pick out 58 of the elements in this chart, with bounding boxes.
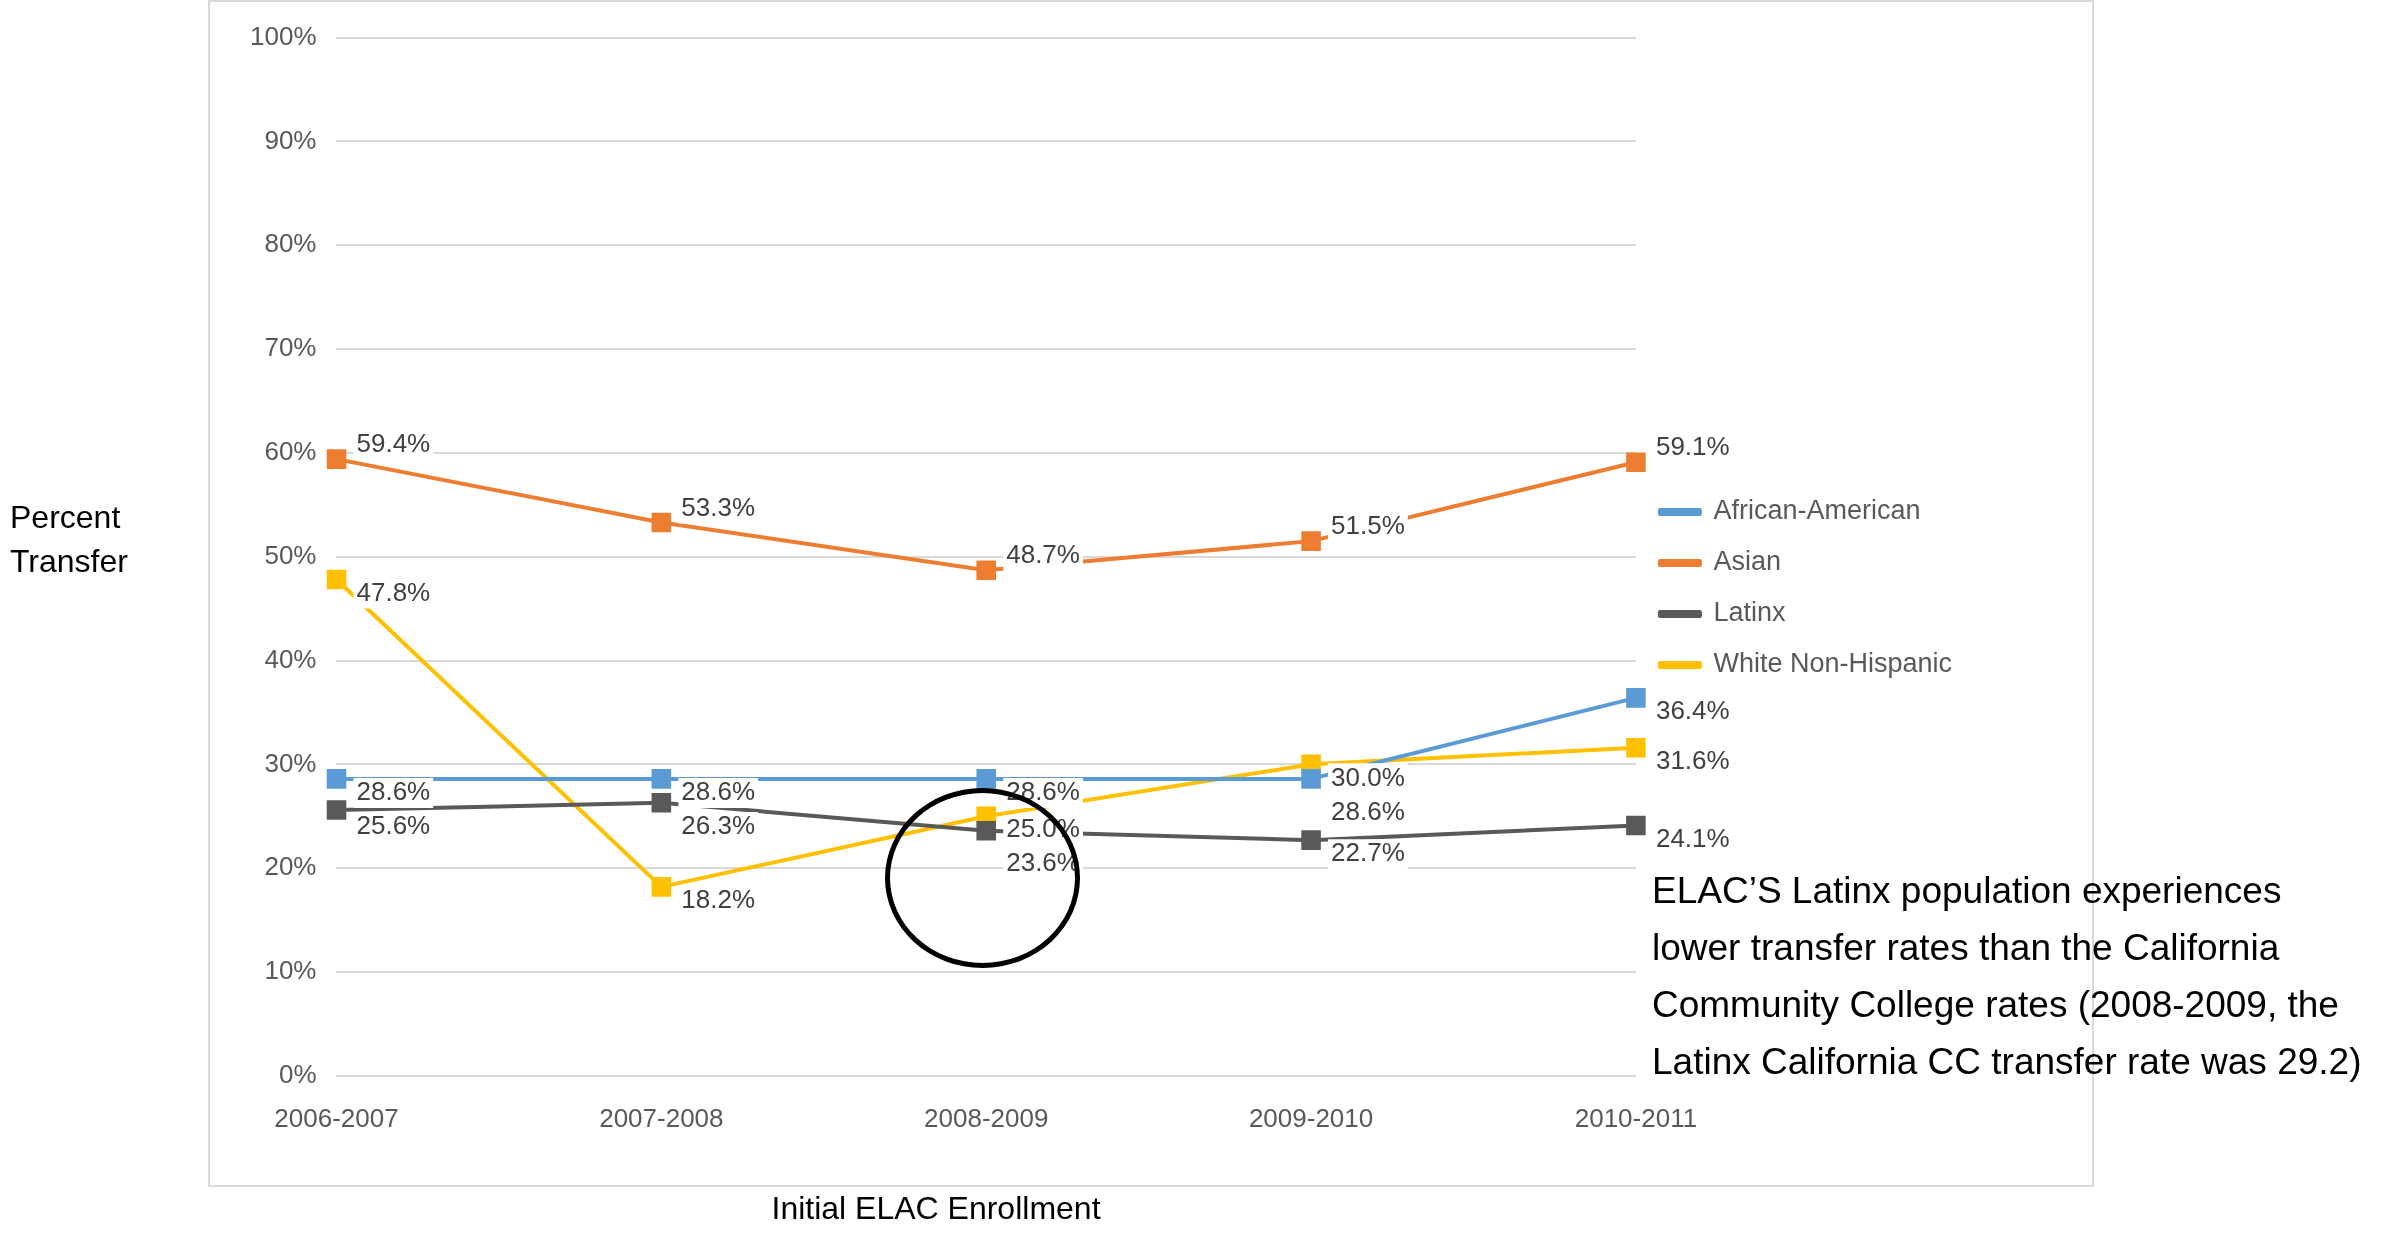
point xyxy=(651,769,672,789)
legend-label: Asian xyxy=(1713,546,1781,577)
point xyxy=(651,792,672,813)
point xyxy=(326,769,347,789)
data-label: 48.7% xyxy=(1006,539,1080,570)
data-label: 26.3% xyxy=(681,810,756,841)
point xyxy=(976,560,996,580)
data-label: 28.6% xyxy=(356,776,431,807)
data-label: 59.4% xyxy=(356,428,431,459)
y-tick-label: 90% xyxy=(264,124,317,155)
point xyxy=(1301,830,1321,850)
data-label: 59.1% xyxy=(1655,431,1730,462)
y-tick-label: 100% xyxy=(250,20,317,51)
y-axis-title: Percent Transfer xyxy=(10,498,129,581)
x-tick-label: 2007-2008 xyxy=(599,1102,724,1133)
data-label: 51.5% xyxy=(1331,510,1405,541)
data-label: 47.8% xyxy=(356,576,431,607)
y-tick-label: 50% xyxy=(264,539,317,570)
point xyxy=(1301,531,1321,551)
point xyxy=(1626,688,1646,708)
data-label: 53.3% xyxy=(681,491,756,522)
data-label: 28.6% xyxy=(681,776,756,807)
point xyxy=(326,569,347,590)
point xyxy=(651,877,672,897)
point xyxy=(1626,815,1646,836)
point xyxy=(1626,452,1646,472)
data-label: 24.1% xyxy=(1655,822,1730,853)
legend-label: African-American xyxy=(1713,495,1921,526)
data-label: 30.0% xyxy=(1331,761,1405,792)
point xyxy=(1301,769,1321,789)
x-tick-label: 2006-2007 xyxy=(274,1102,399,1133)
data-label: 28.6% xyxy=(1331,795,1405,826)
legend-label: White Non-Hispanic xyxy=(1713,648,1953,679)
point xyxy=(976,769,996,789)
point xyxy=(326,449,347,469)
y-tick-label: 30% xyxy=(264,747,317,778)
point xyxy=(976,821,996,841)
y-tick-label: 70% xyxy=(264,332,317,363)
y-tick-label: 0% xyxy=(278,1058,317,1089)
data-label: 31.6% xyxy=(1655,744,1730,775)
x-tick-label: 2010-2011 xyxy=(1574,1102,1698,1133)
point xyxy=(1626,737,1646,758)
y-tick-label: 60% xyxy=(264,436,317,467)
data-label: 36.4% xyxy=(1655,695,1730,726)
data-label: 22.7% xyxy=(1331,837,1405,868)
x-axis-title: Initial ELAC Enrollment xyxy=(770,1190,1102,1227)
data-label: 18.2% xyxy=(681,884,756,915)
y-tick-label: 20% xyxy=(264,851,317,882)
legend-label: Latinx xyxy=(1713,597,1786,628)
y-tick-label: 40% xyxy=(264,643,317,674)
x-tick-label: 2009-2010 xyxy=(1248,1102,1374,1133)
data-label: 25.6% xyxy=(356,810,431,841)
y-tick-label: 80% xyxy=(264,228,317,259)
y-tick-label: 10% xyxy=(264,955,317,986)
x-tick-label: 2008-2009 xyxy=(924,1102,1049,1133)
point xyxy=(651,512,672,533)
point xyxy=(326,800,347,820)
text: ELAC’S Latinx population experiences lower transfer rates than the California Community College rates (2008-2009, the Latinx California CC transfer rate was 29.2) xyxy=(1652,869,2363,1084)
